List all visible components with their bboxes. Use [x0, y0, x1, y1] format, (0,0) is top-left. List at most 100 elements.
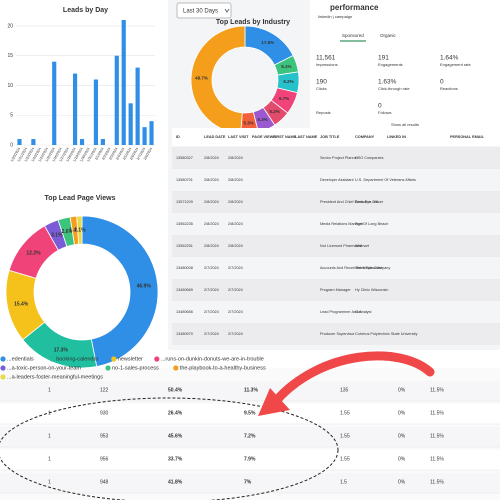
table-cell: 2/8/2024 [228, 178, 243, 182]
slice-label: 15.4% [14, 301, 29, 307]
card-subtitle: linkedin | campaign [318, 14, 352, 19]
table-cell: 13480656 [176, 310, 193, 314]
date-filter[interactable] [176, 2, 232, 19]
email-cell: 1 [48, 456, 51, 462]
table-cell: 2/8/2024 [204, 200, 219, 204]
bar [17, 139, 22, 145]
email-cell: 1 [48, 410, 51, 416]
legend-label: ...a-leaders-foster-meaningful-meetings [7, 374, 103, 380]
table-cell: 2/7/2024 [204, 310, 219, 314]
column-header: ID [176, 135, 180, 139]
email-cell: 1 [48, 387, 51, 393]
chart-title: Top Leads by Industry [216, 19, 290, 26]
stat-value: 1.64% [440, 55, 459, 62]
column-header: LINKED IN [387, 135, 406, 139]
email-cell: 0% [398, 433, 406, 439]
email-cell: 122 [100, 387, 109, 393]
bar [72, 73, 78, 145]
bar [142, 127, 147, 145]
slice-label: 17.5% [261, 40, 274, 45]
table-cell: Senior Project Planner [320, 156, 359, 160]
table-cell: 13562251 [176, 244, 193, 248]
chart-title: Top Lead Page Views [45, 195, 116, 202]
x-tick-label: 1/20/2024 [10, 147, 21, 163]
column-header: PERSONAL EMAIL [450, 135, 485, 139]
column-header: LAST VISIT [228, 135, 249, 139]
email-cell: 135 [340, 387, 349, 393]
email-cell: 7.2% [244, 433, 256, 439]
table-cell: 13571209 [176, 200, 193, 204]
x-tick-label: 2/8/2024 [143, 147, 153, 161]
stat-value: 11,561 [316, 55, 336, 62]
email-cell: 33.7% [168, 456, 183, 462]
bar [135, 67, 140, 145]
table-cell: 13480669 [176, 288, 193, 292]
stat-label: Impressions [316, 62, 338, 67]
donut-slice [190, 25, 246, 135]
table-cell: Not Licensed Pharmacist [320, 244, 363, 248]
stat-label: Engagement rate [440, 62, 471, 67]
table-row [172, 235, 500, 257]
email-cell: 0% [398, 387, 406, 393]
x-tick-label: 1/29/2024 [72, 147, 83, 163]
table-cell: 2/7/2024 [228, 310, 243, 314]
highlight-outline [0, 397, 339, 500]
x-tick-label: 1/30/2024 [79, 147, 90, 163]
table-cell: Hy Clinic Wisconsin [355, 288, 388, 292]
table-cell: 2/8/2024 [228, 156, 243, 160]
stat-value: 190 [316, 79, 327, 86]
x-tick-label: 2/5/2024 [122, 147, 132, 161]
x-tick-label: 1/28/2024 [65, 147, 76, 163]
x-tick-label: 1/21/2024 [17, 147, 28, 163]
table-cell: 2/7/2024 [204, 332, 219, 336]
table-row [172, 213, 500, 235]
legend-swatch [0, 374, 6, 380]
x-tick-label: 1/27/2024 [59, 147, 70, 163]
table-cell: Lead Programmer And Analyst [320, 310, 372, 314]
x-tick-label: 1/31/2024 [86, 147, 97, 163]
arrow-head [258, 388, 290, 416]
table-cell: 2/8/2024 [204, 178, 219, 182]
slice-label: 5.3% [244, 121, 254, 126]
email-cell: 1.55 [340, 433, 350, 439]
email-cell: 948 [100, 479, 109, 485]
email-cell: 45.6% [168, 433, 183, 439]
email-cell: 11.5% [430, 387, 444, 393]
table-row [172, 323, 500, 345]
x-tick-label: 1/25/2024 [45, 147, 56, 163]
column-header: JOB TITLE [320, 135, 340, 139]
email-cell: 0% [398, 410, 406, 416]
table-cell: 2/8/2024 [204, 222, 219, 226]
legend-label: ...edentials [7, 356, 34, 362]
email-cell: 11.3% [244, 387, 258, 393]
date-filter-text[interactable]: Last 30 Days [183, 9, 218, 15]
tab[interactable]: Organic [380, 33, 397, 38]
table-cell: 2/7/2024 [204, 288, 219, 292]
table-cell: 2/7/2024 [228, 288, 243, 292]
email-row [0, 427, 500, 447]
legend-swatch [111, 356, 117, 362]
table-row [172, 191, 500, 213]
table-cell: Program Manager [320, 288, 351, 292]
slice-label: 48.7% [195, 75, 208, 80]
tab[interactable]: Sponsored [342, 33, 364, 38]
table-cell: Developer Assistant [320, 178, 355, 182]
table-cell: 13580327 [176, 156, 193, 160]
column-header: LEAD DATE [204, 135, 226, 139]
table-cell: 2/8/2024 [228, 200, 243, 204]
x-tick-label: 1/23/2024 [31, 147, 42, 163]
card-link[interactable]: Show all results [391, 122, 419, 127]
email-row [0, 381, 500, 401]
table-cell: 13562235 [176, 222, 193, 226]
bar [100, 139, 105, 145]
x-tick-label: 2/1/2024 [94, 147, 104, 161]
dropdown-caret [224, 8, 230, 13]
table-cell: Walmart [355, 244, 370, 248]
table-cell: Media Relations Manager [320, 222, 364, 226]
y-tick-label: 5 [10, 113, 13, 119]
email-cell: 1 [48, 479, 51, 485]
stat-label: Clicks [316, 86, 327, 91]
legend-label: newsletter [118, 356, 143, 362]
table-cell: 2/7/2024 [228, 266, 243, 270]
